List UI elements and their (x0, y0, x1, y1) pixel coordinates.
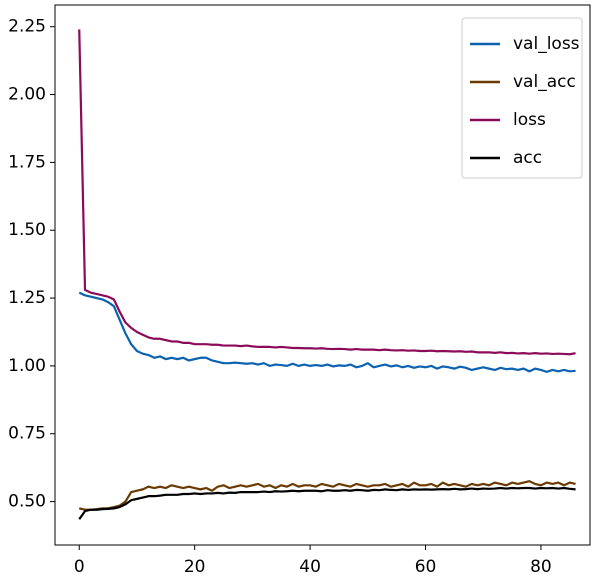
x-tick-label: 60 (415, 557, 437, 577)
legend-label: loss (513, 110, 546, 130)
x-tick-label: 80 (530, 557, 552, 577)
plot-frame (54, 4, 591, 546)
series-line (78, 486, 576, 520)
y-tick-label: 1.00 (8, 356, 46, 376)
legend-label: acc (513, 148, 542, 168)
y-tick-label: 2.00 (8, 85, 46, 105)
series-line (78, 291, 576, 373)
legend-box (461, 17, 583, 179)
x-tick-label: 20 (184, 557, 206, 577)
x-tick-label: 40 (299, 557, 321, 577)
y-tick-label: 1.50 (8, 220, 46, 240)
y-tick-label: 1.25 (8, 288, 46, 308)
legend-label: val_loss (513, 34, 580, 54)
y-tick-label: 0.75 (8, 424, 46, 444)
legend-label: val_acc (513, 72, 576, 92)
x-tick-label: 0 (74, 557, 85, 577)
y-tick-label: 0.50 (8, 492, 46, 512)
series-line (78, 480, 576, 511)
y-tick-label: 1.75 (8, 152, 46, 172)
series-line (78, 29, 576, 356)
y-tick-label: 2.25 (8, 17, 46, 37)
